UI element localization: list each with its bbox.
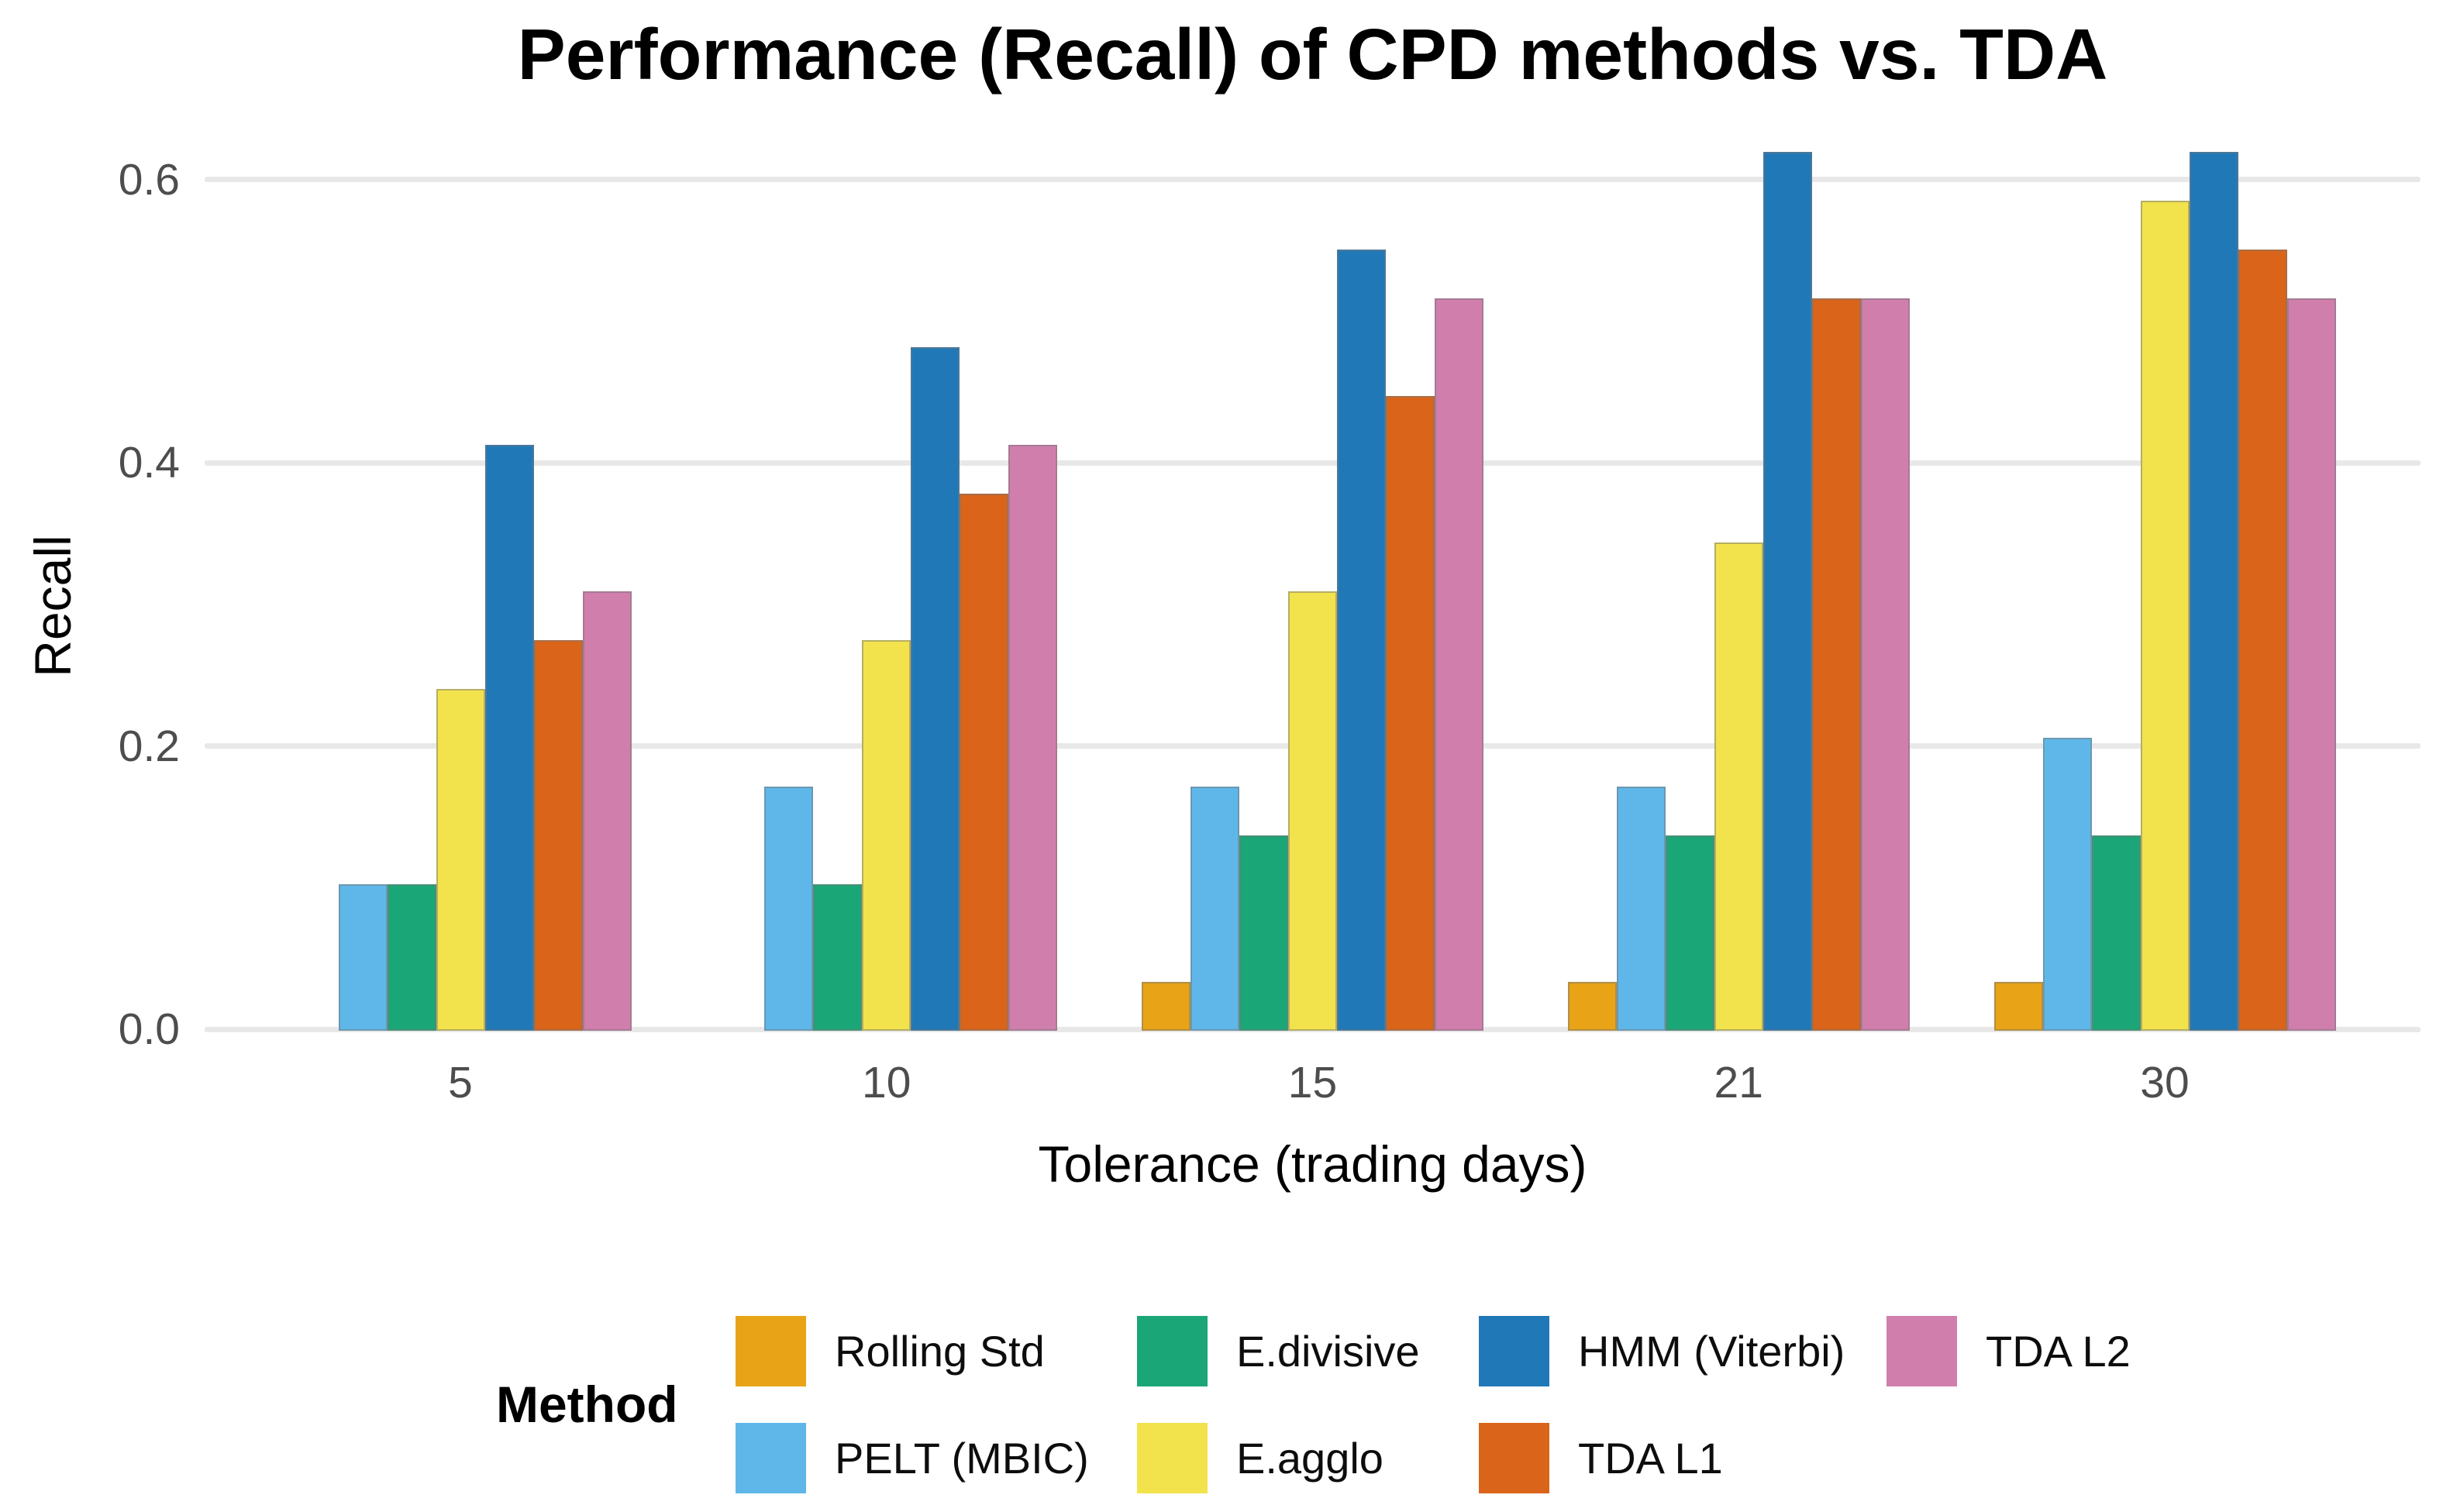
bar-e-agglo-tol-21 [1714, 542, 1763, 1031]
x-tick-label: 5 [448, 1058, 473, 1107]
gridline-y-0.4 [205, 460, 2421, 466]
bar-rolling-std-tol-15 [1142, 981, 1190, 1031]
legend-swatch [1887, 1316, 1957, 1386]
bar-e-divisive-tol-10 [813, 884, 863, 1031]
bar-e-divisive-tol-30 [2091, 835, 2141, 1031]
bar-tda-l1-tol-10 [960, 494, 1009, 1031]
bar-e-agglo-tol-5 [436, 688, 485, 1031]
bar-e-divisive-tol-15 [1239, 835, 1288, 1031]
bar-e-agglo-tol-10 [862, 639, 911, 1031]
legend-label: Rolling Std [835, 1327, 1045, 1376]
bar-tda-l2-tol-21 [1860, 298, 1910, 1031]
x-tick-label: 21 [1714, 1058, 1763, 1107]
bar-e-divisive-tol-21 [1665, 835, 1714, 1031]
legend-label: E.agglo [1236, 1434, 1383, 1483]
bar-pelt-mbic-tol-21 [1616, 787, 1666, 1031]
bar-pelt-mbic-tol-15 [1190, 787, 1239, 1031]
x-axis-title: Tolerance (trading days) [1038, 1135, 1587, 1193]
legend-label: HMM (Viterbi) [1578, 1327, 1845, 1376]
legend-swatch [1137, 1316, 1208, 1386]
legend-swatch [1479, 1316, 1549, 1386]
bar-tda-l1-tol-5 [533, 639, 583, 1031]
gridline-y-0.6 [205, 177, 2421, 183]
y-axis-title: Recall [24, 535, 81, 677]
y-tick-label: 0.4 [118, 438, 180, 488]
x-tick-label: 15 [1287, 1058, 1338, 1107]
bar-rolling-std-tol-30 [1993, 981, 2043, 1031]
legend-label: E.divisive [1236, 1327, 1420, 1376]
bar-pelt-mbic-tol-30 [2042, 737, 2092, 1031]
bar-tda-l2-tol-10 [1008, 444, 1058, 1031]
legend-label: PELT (MBIC) [835, 1434, 1089, 1483]
bar-hmm-viterbi-tol-15 [1337, 250, 1386, 1031]
bar-e-agglo-tol-15 [1288, 591, 1337, 1031]
bar-pelt-mbic-tol-10 [764, 787, 814, 1031]
bar-tda-l2-tol-5 [582, 591, 632, 1031]
chart-title: Performance (Recall) of CPD methods vs. … [517, 14, 2108, 95]
bar-tda-l1-tol-21 [1811, 298, 1861, 1031]
legend-swatch [736, 1316, 806, 1386]
bar-e-agglo-tol-30 [2140, 201, 2190, 1031]
legend-label: TDA L2 [1986, 1327, 2131, 1376]
legend-title: Method [496, 1376, 678, 1433]
legend-swatch [1137, 1423, 1208, 1493]
legend-label: TDA L1 [1578, 1434, 1723, 1483]
x-tick-label: 30 [2140, 1058, 2190, 1107]
y-tick-label: 0.6 [118, 154, 180, 205]
bar-tda-l1-tol-15 [1386, 395, 1435, 1031]
bar-e-divisive-tol-5 [387, 884, 436, 1031]
y-tick-label: 0.0 [118, 1004, 180, 1054]
bar-rolling-std-tol-21 [1567, 981, 1617, 1031]
bar-tda-l1-tol-30 [2238, 250, 2287, 1031]
bar-tda-l2-tol-30 [2286, 298, 2336, 1031]
y-tick-label: 0.2 [118, 721, 180, 771]
legend-swatch [736, 1423, 806, 1493]
legend-swatch [1479, 1423, 1549, 1493]
bar-hmm-viterbi-tol-10 [911, 346, 960, 1031]
x-tick-label: 10 [862, 1058, 911, 1107]
bar-hmm-viterbi-tol-21 [1762, 151, 1812, 1031]
bar-hmm-viterbi-tol-5 [484, 444, 534, 1031]
bar-tda-l2-tol-15 [1435, 298, 1483, 1031]
bar-hmm-viterbi-tol-30 [2189, 151, 2238, 1031]
bar-pelt-mbic-tol-5 [338, 884, 388, 1031]
